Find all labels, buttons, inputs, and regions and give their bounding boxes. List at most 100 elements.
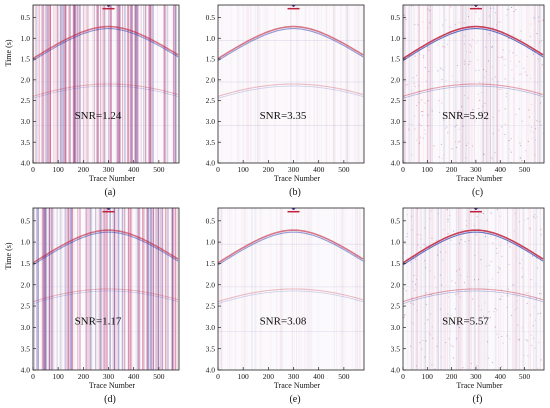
noise-speckle bbox=[538, 341, 540, 343]
noise-speckle bbox=[471, 118, 473, 120]
noise-speckle bbox=[430, 313, 432, 315]
noise-speckle bbox=[540, 228, 542, 230]
noise-speckle bbox=[411, 229, 413, 231]
noise-speckle bbox=[440, 67, 442, 69]
noise-speckle bbox=[457, 293, 459, 295]
y-tick-label: 3.0 bbox=[391, 117, 401, 126]
noise-speckle bbox=[491, 46, 493, 48]
seismic-section bbox=[218, 208, 364, 370]
noise-speckle bbox=[509, 50, 511, 52]
x-axis-label: Trace Number bbox=[456, 174, 502, 183]
noise-speckle bbox=[538, 16, 540, 18]
x-tick-label: 400 bbox=[313, 372, 325, 381]
noise-speckle bbox=[509, 246, 511, 248]
noise-speckle bbox=[475, 11, 477, 13]
noise-speckle bbox=[466, 145, 468, 147]
noise-speckle bbox=[475, 42, 477, 44]
noise-speckle bbox=[445, 342, 447, 344]
noise-speckle bbox=[418, 101, 420, 103]
noise-speckle bbox=[449, 320, 451, 322]
noise-speckle bbox=[494, 326, 496, 328]
noise-speckle bbox=[450, 6, 452, 8]
noise-speckle bbox=[529, 227, 531, 229]
reflection-event-trough bbox=[403, 290, 544, 304]
noise-speckle bbox=[505, 96, 507, 98]
noise-speckle bbox=[407, 84, 409, 86]
reflection-event-trough bbox=[33, 231, 179, 266]
noise-speckle bbox=[423, 55, 425, 57]
x-tick-label: 200 bbox=[263, 165, 275, 174]
noise-speckle bbox=[457, 112, 459, 114]
reflection-event bbox=[218, 288, 364, 303]
noise-speckle bbox=[432, 337, 434, 339]
noise-speckle bbox=[512, 34, 514, 36]
noise-speckle bbox=[495, 237, 497, 239]
noise-speckle bbox=[530, 335, 532, 337]
noise-speckle bbox=[458, 128, 460, 130]
noise-speckle bbox=[464, 95, 466, 97]
y-tick-label: 2.5 bbox=[391, 96, 401, 105]
noise-speckle bbox=[471, 5, 473, 7]
noise-speckle bbox=[534, 213, 536, 215]
plot-background bbox=[33, 208, 179, 370]
noise-speckle bbox=[527, 292, 529, 294]
panel-label: (f) bbox=[473, 394, 483, 405]
noise-speckle bbox=[519, 85, 521, 87]
noise-speckle bbox=[495, 24, 497, 26]
noise-speckle bbox=[527, 140, 529, 142]
noise-speckle bbox=[411, 215, 413, 217]
noise-speckle bbox=[422, 21, 424, 23]
noise-speckle bbox=[477, 40, 479, 42]
noise-speckle bbox=[477, 368, 479, 370]
noise-speckle bbox=[428, 245, 430, 247]
snr-annotation: SNR=1.17 bbox=[75, 316, 122, 328]
noise-speckle bbox=[490, 7, 492, 9]
noise-speckle bbox=[429, 270, 431, 272]
noise-speckle bbox=[488, 15, 490, 17]
noise-speckle bbox=[445, 251, 447, 253]
noise-speckle bbox=[533, 306, 535, 308]
noise-speckle bbox=[414, 115, 416, 117]
noise-speckle bbox=[409, 123, 411, 125]
noise-speckle bbox=[519, 262, 521, 264]
noise-speckle bbox=[457, 141, 459, 143]
y-tick-label: 2.5 bbox=[21, 302, 31, 311]
y-tick-label: 1.0 bbox=[21, 34, 31, 43]
plot-frame bbox=[402, 207, 545, 371]
noise-speckle bbox=[496, 252, 498, 254]
panel-label: (b) bbox=[289, 187, 301, 198]
snr-annotation: SNR=3.35 bbox=[260, 110, 307, 122]
noise-speckle bbox=[512, 284, 514, 286]
noise-speckle bbox=[424, 66, 426, 68]
y-tick-label: 1.0 bbox=[206, 34, 216, 43]
noise-speckle bbox=[411, 90, 413, 92]
noise-speckle bbox=[415, 105, 417, 107]
noise-speckle bbox=[478, 108, 480, 110]
x-tick-label: 200 bbox=[446, 165, 458, 174]
noise-speckle bbox=[536, 33, 538, 35]
noise-speckle bbox=[475, 234, 477, 236]
y-tick-label: 0.5 bbox=[206, 13, 216, 22]
noise-speckle bbox=[512, 52, 514, 54]
noise-speckle bbox=[529, 229, 531, 231]
noise-speckle bbox=[473, 225, 475, 227]
noise-speckle bbox=[405, 84, 407, 86]
noise-speckle bbox=[423, 56, 425, 58]
noise-speckle bbox=[499, 268, 501, 270]
noise-speckle bbox=[473, 317, 475, 319]
noise-speckle bbox=[442, 69, 444, 71]
noise-speckle bbox=[496, 209, 498, 211]
noise-speckle bbox=[459, 296, 461, 298]
y-tick-label: 3.0 bbox=[391, 323, 401, 332]
noise-speckle bbox=[511, 69, 513, 71]
noise-speckle bbox=[438, 156, 440, 158]
noise-speckle bbox=[405, 19, 407, 21]
noise-speckle bbox=[441, 102, 443, 104]
noise-speckle bbox=[484, 233, 486, 235]
noise-speckle bbox=[425, 80, 427, 82]
x-tick-label: 300 bbox=[470, 372, 482, 381]
noise-speckle bbox=[516, 307, 518, 309]
noise-speckle bbox=[456, 124, 458, 126]
noise-speckle bbox=[476, 365, 478, 367]
noise-speckle bbox=[427, 318, 429, 320]
